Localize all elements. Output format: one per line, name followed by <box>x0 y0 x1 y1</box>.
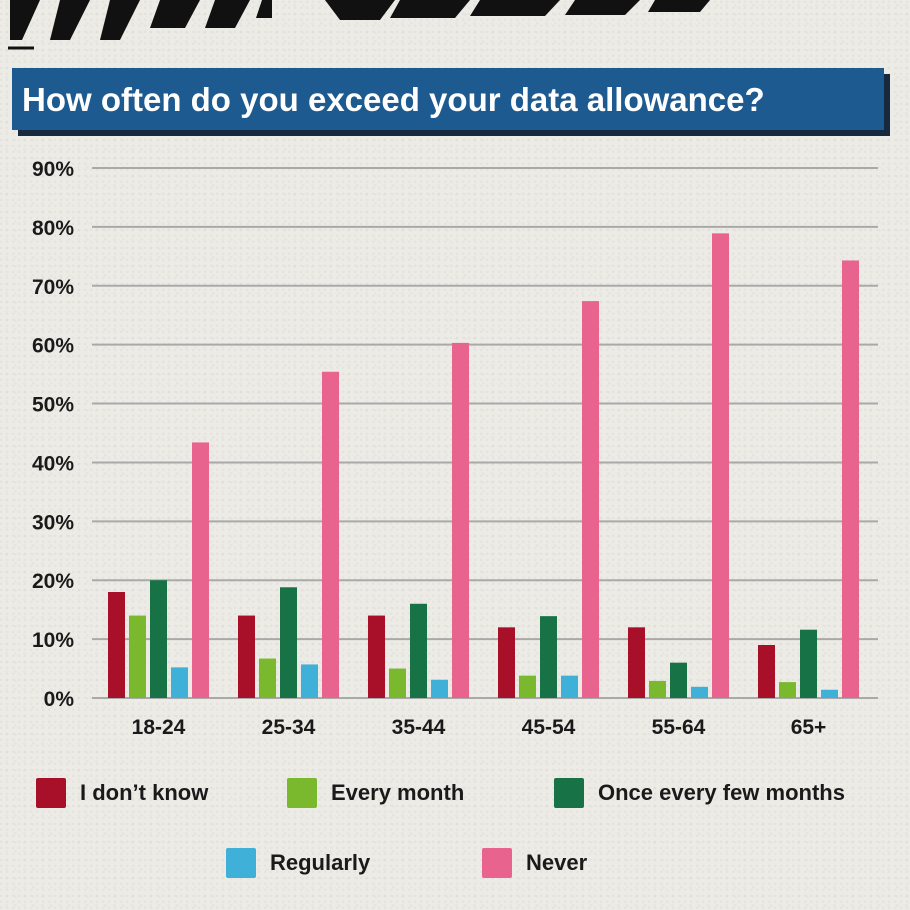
bar <box>410 603 427 698</box>
bar-chart: 0% 10% 20% 30% 40% 50% 60% 70% 80% 90% 18-24 25-34… <box>32 158 878 739</box>
bar <box>452 342 469 698</box>
y-tick-label: 40% <box>32 452 74 475</box>
bar <box>821 689 838 698</box>
legend-item-never: Never <box>482 846 587 880</box>
bar <box>670 662 687 698</box>
legend: I don’t know Every month Once every few … <box>0 760 910 900</box>
legend-item-regularly: Regularly <box>226 846 370 880</box>
bar <box>322 371 339 698</box>
legend-swatch <box>554 778 584 808</box>
bar <box>280 587 297 698</box>
legend-swatch <box>287 778 317 808</box>
bar <box>582 301 599 698</box>
y-tick-label: 70% <box>32 276 74 299</box>
bar <box>691 686 708 698</box>
x-tick-label: 65+ <box>791 716 827 739</box>
y-tick-label: 30% <box>32 511 74 534</box>
legend-swatch <box>482 848 512 878</box>
y-tick-label: 20% <box>32 570 74 593</box>
bar <box>800 629 817 698</box>
legend-item-i-dont-know: I don’t know <box>36 776 208 810</box>
bar <box>842 260 859 698</box>
y-tick-label: 60% <box>32 335 74 358</box>
bar <box>150 580 167 698</box>
legend-swatch <box>36 778 66 808</box>
bar <box>108 592 125 698</box>
bar <box>259 658 276 698</box>
bar <box>498 627 515 698</box>
bar <box>628 627 645 698</box>
x-tick-label: 55-64 <box>652 716 706 739</box>
x-axis-ticks: 18-24 25-34 35-44 45-54 55-64 65+ <box>132 716 827 739</box>
bar <box>301 664 318 698</box>
bar <box>758 645 775 698</box>
x-tick-label: 45-54 <box>522 716 576 739</box>
bars <box>108 233 859 698</box>
legend-label: I don’t know <box>80 780 209 805</box>
bar <box>649 680 666 698</box>
x-tick-label: 35-44 <box>392 716 446 739</box>
bar <box>389 668 406 698</box>
legend-item-every-month: Every month <box>287 776 464 810</box>
legend-label: Every month <box>331 780 465 805</box>
y-tick-label: 0% <box>44 688 75 711</box>
chart-title: How often do you exceed your data allowa… <box>22 81 765 118</box>
y-tick-label: 50% <box>32 394 74 417</box>
legend-item-once-every-few-months: Once every few months <box>554 776 845 810</box>
legend-label: Regularly <box>270 850 371 875</box>
y-tick-label: 10% <box>32 629 74 652</box>
x-tick-label: 18-24 <box>132 716 186 739</box>
y-tick-label: 90% <box>32 158 74 181</box>
y-tick-label: 80% <box>32 217 74 240</box>
decorative-header-graphic <box>8 0 710 50</box>
title-banner <box>12 68 884 130</box>
legend-label: Never <box>526 850 588 875</box>
bar <box>561 675 578 698</box>
legend-label: Once every few months <box>598 780 845 805</box>
bar <box>171 667 188 698</box>
bar <box>368 615 385 698</box>
bar <box>238 615 255 698</box>
bar <box>712 233 729 698</box>
legend-swatch <box>226 848 256 878</box>
bar <box>779 682 796 698</box>
grid-lines <box>92 167 878 699</box>
bar <box>192 442 209 698</box>
bar <box>129 615 146 698</box>
bar <box>540 616 557 698</box>
bar <box>431 679 448 698</box>
bar <box>519 675 536 698</box>
y-axis-ticks: 0% 10% 20% 30% 40% 50% 60% 70% 80% 90% <box>32 158 74 711</box>
x-tick-label: 25-34 <box>262 716 316 739</box>
